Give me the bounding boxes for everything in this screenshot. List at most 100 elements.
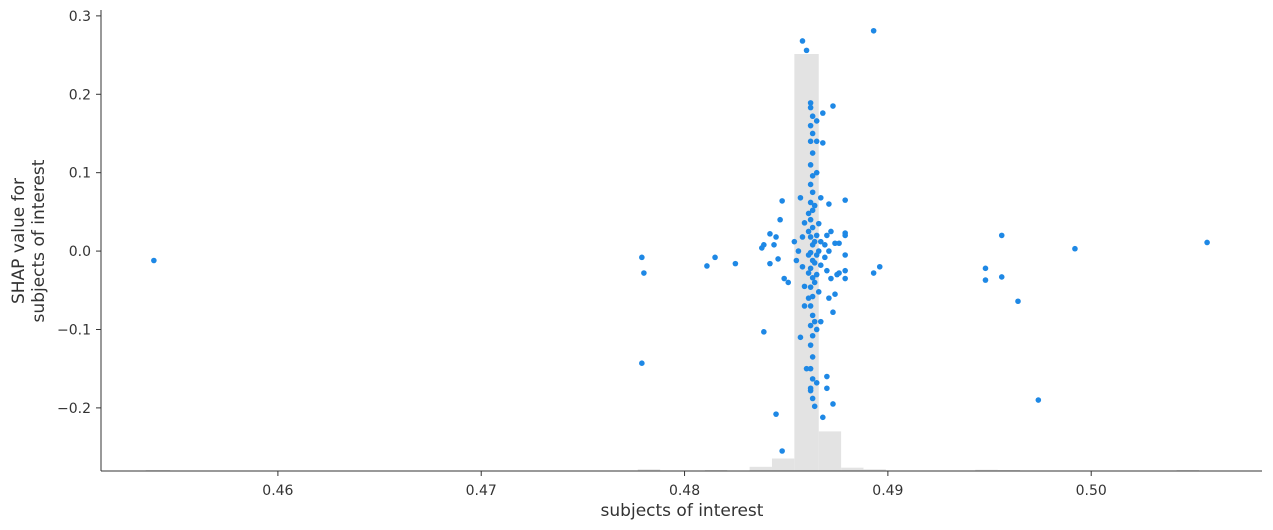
data-point-59 [809,312,816,319]
data-point-13 [779,198,785,204]
data-point-102 [824,373,830,380]
x-axis-label: subjects of interest [601,501,764,521]
data-point-64 [807,365,814,372]
x-tick-label: 0.46 [262,483,293,499]
data-point-127 [998,232,1005,239]
data-point-26 [803,47,810,54]
data-point-47 [809,207,816,214]
data-point-70 [811,238,818,245]
histogram-bar-8 [863,469,886,471]
data-point-21 [791,238,798,245]
data-point-120 [842,275,848,282]
data-point-84 [813,271,820,278]
histogram-bar-4 [771,458,795,471]
data-point-82 [813,232,820,239]
data-point-111 [832,240,838,247]
data-point-0 [151,257,157,264]
data-point-69 [805,228,812,235]
scatter-points [151,27,1210,454]
data-point-6 [732,260,739,267]
data-point-98 [822,254,828,261]
data-point-14 [767,260,773,267]
data-point-16 [781,275,787,282]
data-point-55 [809,274,816,281]
data-point-103 [826,201,832,207]
y-tick-label: −0.2 [57,401,91,417]
data-point-110 [830,401,836,407]
data-point-46 [807,199,814,206]
data-point-45 [809,189,816,196]
data-point-44 [807,181,814,188]
data-point-35 [807,100,814,106]
x-tick-label: 0.50 [1076,483,1107,499]
data-point-18 [761,329,767,335]
data-point-109 [830,309,836,316]
data-point-22 [795,248,802,254]
data-point-5 [712,254,718,261]
data-point-10 [773,234,779,240]
data-point-29 [803,365,810,372]
data-point-31 [801,220,808,226]
data-point-122 [870,27,877,34]
x-tick-label: 0.48 [669,483,700,499]
data-point-104 [826,295,832,301]
data-point-41 [809,150,816,156]
data-point-114 [836,240,842,247]
data-point-48 [807,216,814,223]
data-point-8 [761,242,767,248]
data-point-90 [815,220,822,227]
data-point-81 [813,169,820,176]
data-point-32 [799,234,806,240]
data-point-91 [815,289,822,295]
data-point-123 [870,270,877,276]
data-point-40 [807,138,814,145]
data-point-27 [797,334,804,341]
data-point-78 [811,318,818,325]
data-point-97 [822,242,828,248]
histogram-layer [145,54,1199,471]
data-point-37 [809,113,816,120]
data-point-129 [1015,298,1021,305]
histogram-bar-9 [975,469,998,471]
data-point-56 [807,284,814,290]
data-point-112 [832,291,838,298]
data-point-125 [982,265,989,272]
data-point-43 [809,173,816,179]
data-point-118 [842,252,848,258]
histogram-bar-3 [749,466,772,471]
data-point-124 [876,263,883,270]
data-point-28 [801,303,808,309]
y-axis-label: SHAP value for subjects of interest [9,159,49,322]
data-point-86 [813,379,820,386]
data-point-94 [820,140,826,146]
histogram-bar-1 [637,469,661,471]
data-point-93 [817,318,824,325]
data-point-72 [811,260,818,266]
x-axis-ticks: 0.46 0.47 0.48 0.49 0.50 [262,471,1107,499]
data-point-65 [809,376,816,382]
data-point-49 [809,224,816,231]
y-tick-label: −0.1 [57,322,91,338]
data-point-89 [817,262,824,268]
data-point-20 [779,448,785,454]
data-point-77 [805,295,812,301]
data-point-71 [805,252,812,258]
data-point-67 [809,395,816,402]
y-tick-label: 0.0 [69,244,91,260]
data-point-19 [773,411,779,417]
data-point-12 [777,216,783,223]
data-point-39 [809,130,816,137]
data-point-2 [641,270,647,276]
data-point-101 [824,385,830,392]
data-point-38 [807,122,814,129]
data-point-33 [799,263,806,270]
data-point-42 [807,162,814,168]
data-point-74 [811,279,818,286]
data-point-128 [998,274,1005,280]
data-point-73 [805,270,812,276]
data-point-75 [805,210,812,217]
data-point-61 [809,332,816,339]
data-point-24 [797,194,804,201]
data-point-121 [836,270,842,276]
data-point-95 [820,110,826,116]
